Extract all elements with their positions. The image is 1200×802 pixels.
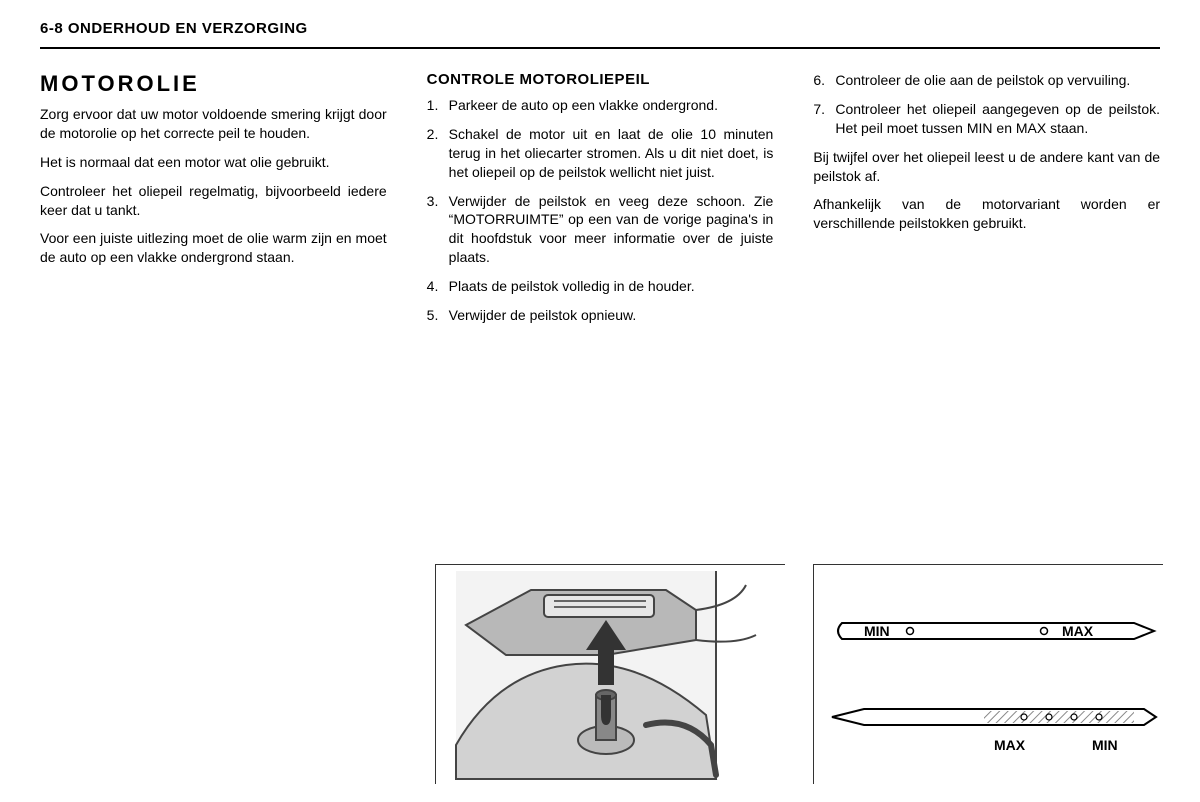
figure-engine-dipstick [435,564,785,784]
label-min-top: MIN [864,623,890,639]
step-num: 2. [427,125,439,144]
engine-dipstick-svg [436,565,786,785]
step-6: 6. Controleer de olie aan de peilstok op … [813,71,1160,90]
label-max-top: MAX [1062,623,1094,639]
step-text: Schakel de motor uit en laat de olie 10 … [449,126,774,180]
step-text: Verwijder de peilstok en veeg deze schoo… [449,193,774,266]
intro-p4: Voor een juiste uitlezing moet de olie w… [40,229,387,267]
step-num: 6. [813,71,825,90]
intro-p3: Controleer het oliepeil regelmatig, bijv… [40,182,387,220]
steps-list-1: 1. Parkeer de auto op een vlakke ondergro… [427,96,774,325]
step-5: 5. Verwijder de peilstok opnieuw. [427,306,774,325]
step-num: 5. [427,306,439,325]
step-num: 7. [813,100,825,119]
note-p2: Afhankelijk van de motorvariant worden e… [813,195,1160,233]
content-columns: MOTOROLIE Zorg ervoor dat uw motor voldo… [40,71,1160,335]
step-text: Verwijder de peilstok opnieuw. [449,307,637,323]
figures-row: MIN MAX MAX MIN [435,564,1163,784]
dipstick-top: MIN MAX [838,623,1154,639]
step-num: 4. [427,277,439,296]
step-3: 3. Verwijder de peilstok en veeg deze sch… [427,192,774,268]
step-text: Controleer het oliepeil aangegeven op de… [835,101,1160,136]
step-7: 7. Controleer het oliepeil aangegeven op … [813,100,1160,138]
steps-list-2: 6. Controleer de olie aan de peilstok op … [813,71,1160,138]
step-2: 2. Schakel de motor uit en laat de olie 1… [427,125,774,182]
figure-dipstick-minmax: MIN MAX MAX MIN [813,564,1163,784]
section-title: MOTOROLIE [40,71,387,97]
page-header: 6-8 ONDERHOUD EN VERZORGING [40,20,1160,49]
column-1: MOTOROLIE Zorg ervoor dat uw motor voldo… [40,71,387,335]
step-text: Plaats de peilstok volledig in de houder… [449,278,695,294]
label-max-bottom: MAX [994,737,1026,753]
column-3: 6. Controleer de olie aan de peilstok op … [813,71,1160,335]
note-p1: Bij twijfel over het oliepeil leest u de… [813,148,1160,186]
step-num: 3. [427,192,439,211]
intro-p1: Zorg ervoor dat uw motor voldoende smeri… [40,105,387,143]
column-2: CONTROLE MOTOROLIEPEIL 1. Parkeer de auto… [427,71,774,335]
step-1: 1. Parkeer de auto op een vlakke ondergro… [427,96,774,115]
step-num: 1. [427,96,439,115]
label-min-bottom: MIN [1092,737,1118,753]
subsection-title: CONTROLE MOTOROLIEPEIL [427,71,774,88]
step-text: Parkeer de auto op een vlakke ondergrond… [449,97,718,113]
step-4: 4. Plaats de peilstok volledig in de houd… [427,277,774,296]
dipstick-minmax-svg: MIN MAX MAX MIN [814,565,1164,785]
step-text: Controleer de olie aan de peilstok op ve… [835,72,1130,88]
intro-p2: Het is normaal dat een motor wat olie ge… [40,153,387,172]
